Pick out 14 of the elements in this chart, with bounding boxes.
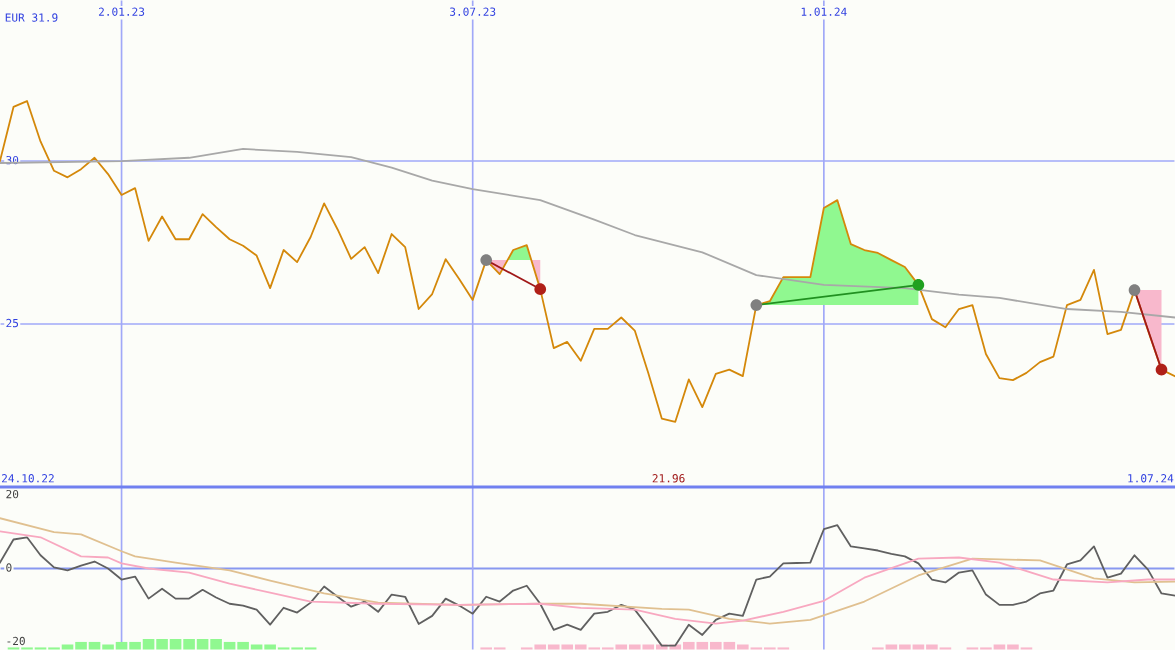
point: [912, 279, 925, 291]
y-tick-label: 25: [6, 318, 19, 328]
line-series: [0, 148, 1175, 319]
y-tick-label: 0: [6, 563, 12, 572]
annotation: 21.96: [652, 474, 685, 483]
x-tick-label: 2.01.23: [98, 7, 145, 16]
annotation: 24.10.22: [2, 474, 54, 483]
x-tick-label: 1.01.24: [801, 7, 847, 16]
line-series: [0, 100, 1175, 423]
x-tick-label: 3.07.23: [450, 7, 496, 16]
y-tick-label: -20: [7, 636, 25, 646]
annotation: EUR 31.9: [5, 13, 58, 22]
annotation: 1.07.24: [1128, 474, 1174, 483]
y-tick-label: 20: [6, 489, 19, 499]
